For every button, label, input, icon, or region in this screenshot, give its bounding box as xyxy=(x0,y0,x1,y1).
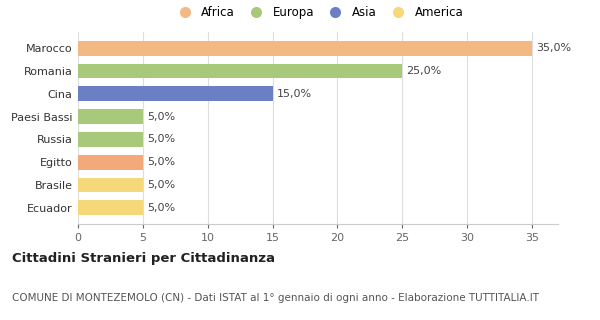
Text: 5,0%: 5,0% xyxy=(147,134,175,144)
Text: COMUNE DI MONTEZEMOLO (CN) - Dati ISTAT al 1° gennaio di ogni anno - Elaborazion: COMUNE DI MONTEZEMOLO (CN) - Dati ISTAT … xyxy=(12,293,539,303)
Bar xyxy=(78,64,403,78)
Text: 15,0%: 15,0% xyxy=(277,89,311,99)
Text: 35,0%: 35,0% xyxy=(536,43,571,53)
Bar xyxy=(78,109,143,124)
Bar xyxy=(78,155,143,170)
Text: Cittadini Stranieri per Cittadinanza: Cittadini Stranieri per Cittadinanza xyxy=(12,252,275,265)
Bar xyxy=(78,200,143,215)
Text: 5,0%: 5,0% xyxy=(147,203,175,213)
Text: 25,0%: 25,0% xyxy=(406,66,442,76)
Bar xyxy=(78,41,532,56)
Bar xyxy=(78,178,143,192)
Legend: Africa, Europa, Asia, America: Africa, Europa, Asia, America xyxy=(170,3,466,21)
Bar xyxy=(78,86,272,101)
Bar xyxy=(78,132,143,147)
Text: 5,0%: 5,0% xyxy=(147,157,175,167)
Text: 5,0%: 5,0% xyxy=(147,112,175,122)
Text: 5,0%: 5,0% xyxy=(147,180,175,190)
